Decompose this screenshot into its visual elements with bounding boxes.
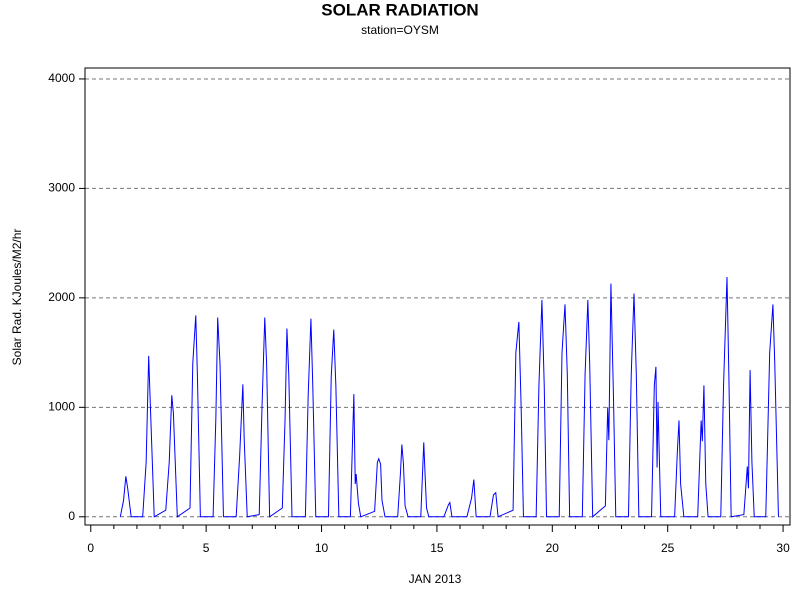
chart-subtitle: station=OYSM [361, 23, 439, 37]
data-line [119, 277, 779, 518]
x-tick-label: 5 [203, 541, 210, 555]
y-tick-label: 1000 [48, 400, 75, 414]
chart-title: SOLAR RADIATION [321, 0, 478, 19]
x-tick-label: 15 [430, 541, 444, 555]
y-axis-label: Solar Rad. KJoules/M2/hr [10, 229, 24, 366]
plot-frame [84, 67, 791, 526]
y-tick-label: 4000 [48, 71, 75, 85]
y-tick-label: 2000 [48, 290, 75, 304]
x-tick-label: 20 [546, 541, 560, 555]
x-tick-label: 0 [87, 541, 94, 555]
x-axis-label: JAN 2013 [409, 572, 462, 586]
y-tick-label: 3000 [48, 181, 75, 195]
y-tick-label: 0 [68, 509, 75, 523]
x-tick-label: 25 [661, 541, 675, 555]
x-tick-label: 10 [315, 541, 329, 555]
x-tick-label: 30 [776, 541, 790, 555]
